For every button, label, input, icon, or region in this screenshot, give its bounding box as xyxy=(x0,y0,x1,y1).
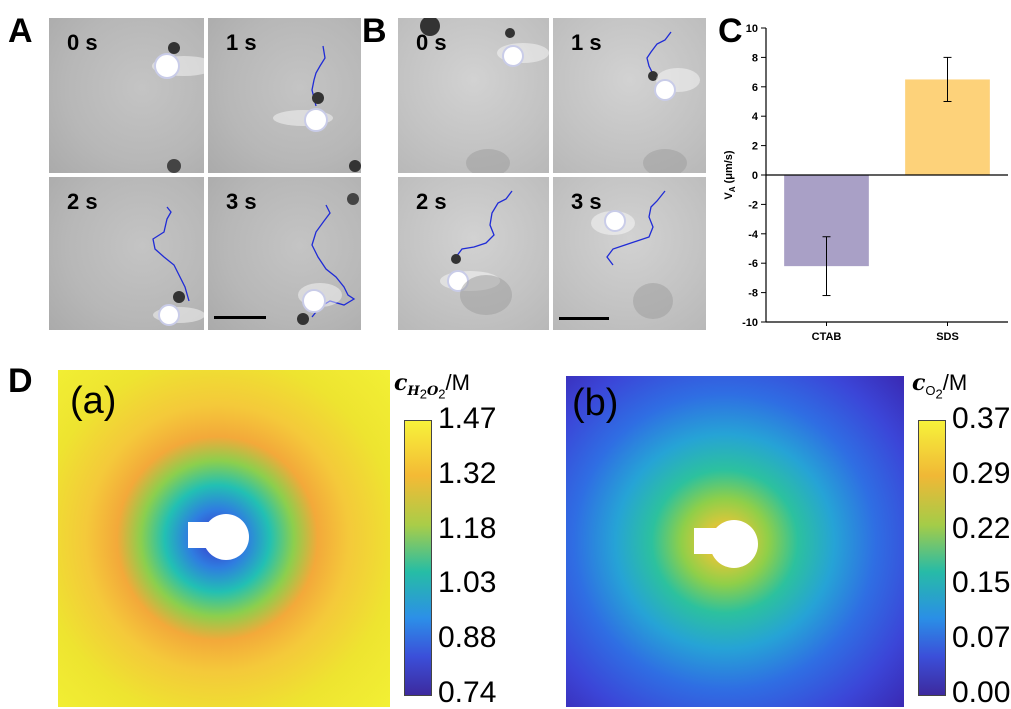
colorbar-tick-label: 0.88 xyxy=(438,621,497,655)
y-tick-label: -6 xyxy=(748,258,758,270)
scale-bar xyxy=(559,317,609,320)
map-b-tag: (b) xyxy=(572,382,619,424)
frame-time-label: 1 s xyxy=(226,30,257,55)
y-tick-label: 10 xyxy=(746,23,758,35)
o2-concentration-map xyxy=(566,376,904,707)
panel-a-frame-1: 1 s xyxy=(208,18,361,173)
panel-b-frame-1: 1 s xyxy=(553,18,706,173)
panel-a-frame-2-scene xyxy=(152,206,204,326)
y-axis-ticks: -10 -8 -6 -4 -2 0 2 4 6 8 10 xyxy=(742,23,766,329)
colorbar-tick-label: 1.03 xyxy=(438,566,497,600)
colorbar-tick-label: 0.37 xyxy=(952,402,1011,435)
y-tick-label: -4 xyxy=(748,229,759,241)
panel-a-frame-1-scene xyxy=(273,45,361,172)
panel-a-frame-2: 2 s xyxy=(49,177,204,330)
panel-b-frame-3-scene xyxy=(591,190,673,319)
panel-a-frame-3-scene xyxy=(297,193,359,325)
x-tick-label: SDS xyxy=(936,331,959,343)
panel-b-frame-2-scene xyxy=(440,190,513,315)
panel-a-frame-3: 3 s xyxy=(208,177,361,330)
panel-b-frame-1-scene xyxy=(643,31,700,173)
colorbar-tick-label: 0.15 xyxy=(952,566,1011,600)
y-tick-label: 6 xyxy=(752,82,758,94)
x-tick-label: CTAB xyxy=(812,331,842,343)
panel-a-frame-0-scene xyxy=(152,42,204,173)
colorbar-tick-label: 0.74 xyxy=(438,676,497,709)
colorbar-tick-label: 0.29 xyxy=(952,456,1011,490)
y-tick-label: -8 xyxy=(748,288,758,300)
panel-c-letter: C xyxy=(718,12,743,50)
colorbar-b xyxy=(918,420,946,696)
y-tick-label: 2 xyxy=(752,141,758,153)
frame-time-label: 0 s xyxy=(416,30,447,55)
panel-a-frame-0: 0 s xyxy=(49,18,204,173)
y-tick-label: -10 xyxy=(742,317,758,329)
frame-time-label: 2 s xyxy=(416,189,447,214)
y-axis-label: VA (μm/s) xyxy=(723,150,737,200)
colorbar-tick-label: 0.00 xyxy=(952,676,1011,709)
frame-time-label: 3 s xyxy=(226,189,257,214)
panel-b-frame-2: 2 s xyxy=(398,177,549,330)
map-a-tag: (a) xyxy=(70,380,117,422)
frame-time-label: 1 s xyxy=(571,30,602,55)
y-tick-label: 4 xyxy=(752,111,759,123)
bars xyxy=(784,79,990,267)
colorbar-a-title: cH2O2/M xyxy=(394,370,470,402)
colorbar-tick-label: 1.47 xyxy=(438,402,497,435)
panel-b-frame-3: 3 s xyxy=(553,177,706,330)
colorbar-tick-label: 1.32 xyxy=(438,456,497,490)
scale-bar xyxy=(214,316,266,319)
panel-d-letter: D xyxy=(8,362,33,400)
frame-time-label: 0 s xyxy=(67,30,98,55)
x-axis-labels: CTAB SDS xyxy=(812,322,959,343)
frame-time-label: 3 s xyxy=(571,189,602,214)
y-tick-label: 8 xyxy=(752,52,758,64)
panel-b-frame-0: 0 s xyxy=(398,18,549,173)
error-bars xyxy=(822,56,952,297)
y-tick-label: 0 xyxy=(752,170,758,182)
colorbar-b-title: cO2/M xyxy=(912,370,968,402)
colorbar-a xyxy=(404,420,432,696)
colorbar-tick-label: 0.07 xyxy=(952,621,1011,655)
frame-time-label: 2 s xyxy=(67,189,98,214)
h2o2-concentration-map xyxy=(58,370,390,707)
colorbar-tick-label: 0.22 xyxy=(952,511,1011,545)
panel-b-letter: B xyxy=(362,12,387,50)
panel-a-letter: A xyxy=(8,12,33,50)
y-tick-label: -2 xyxy=(748,199,758,211)
panel-b-frame-0-scene xyxy=(420,18,549,173)
bar-chart: -10 -8 -6 -4 -2 0 2 4 6 8 10 CTAB SDS VA (μm/s) xyxy=(723,23,1008,343)
colorbar-tick-label: 1.18 xyxy=(438,511,497,545)
